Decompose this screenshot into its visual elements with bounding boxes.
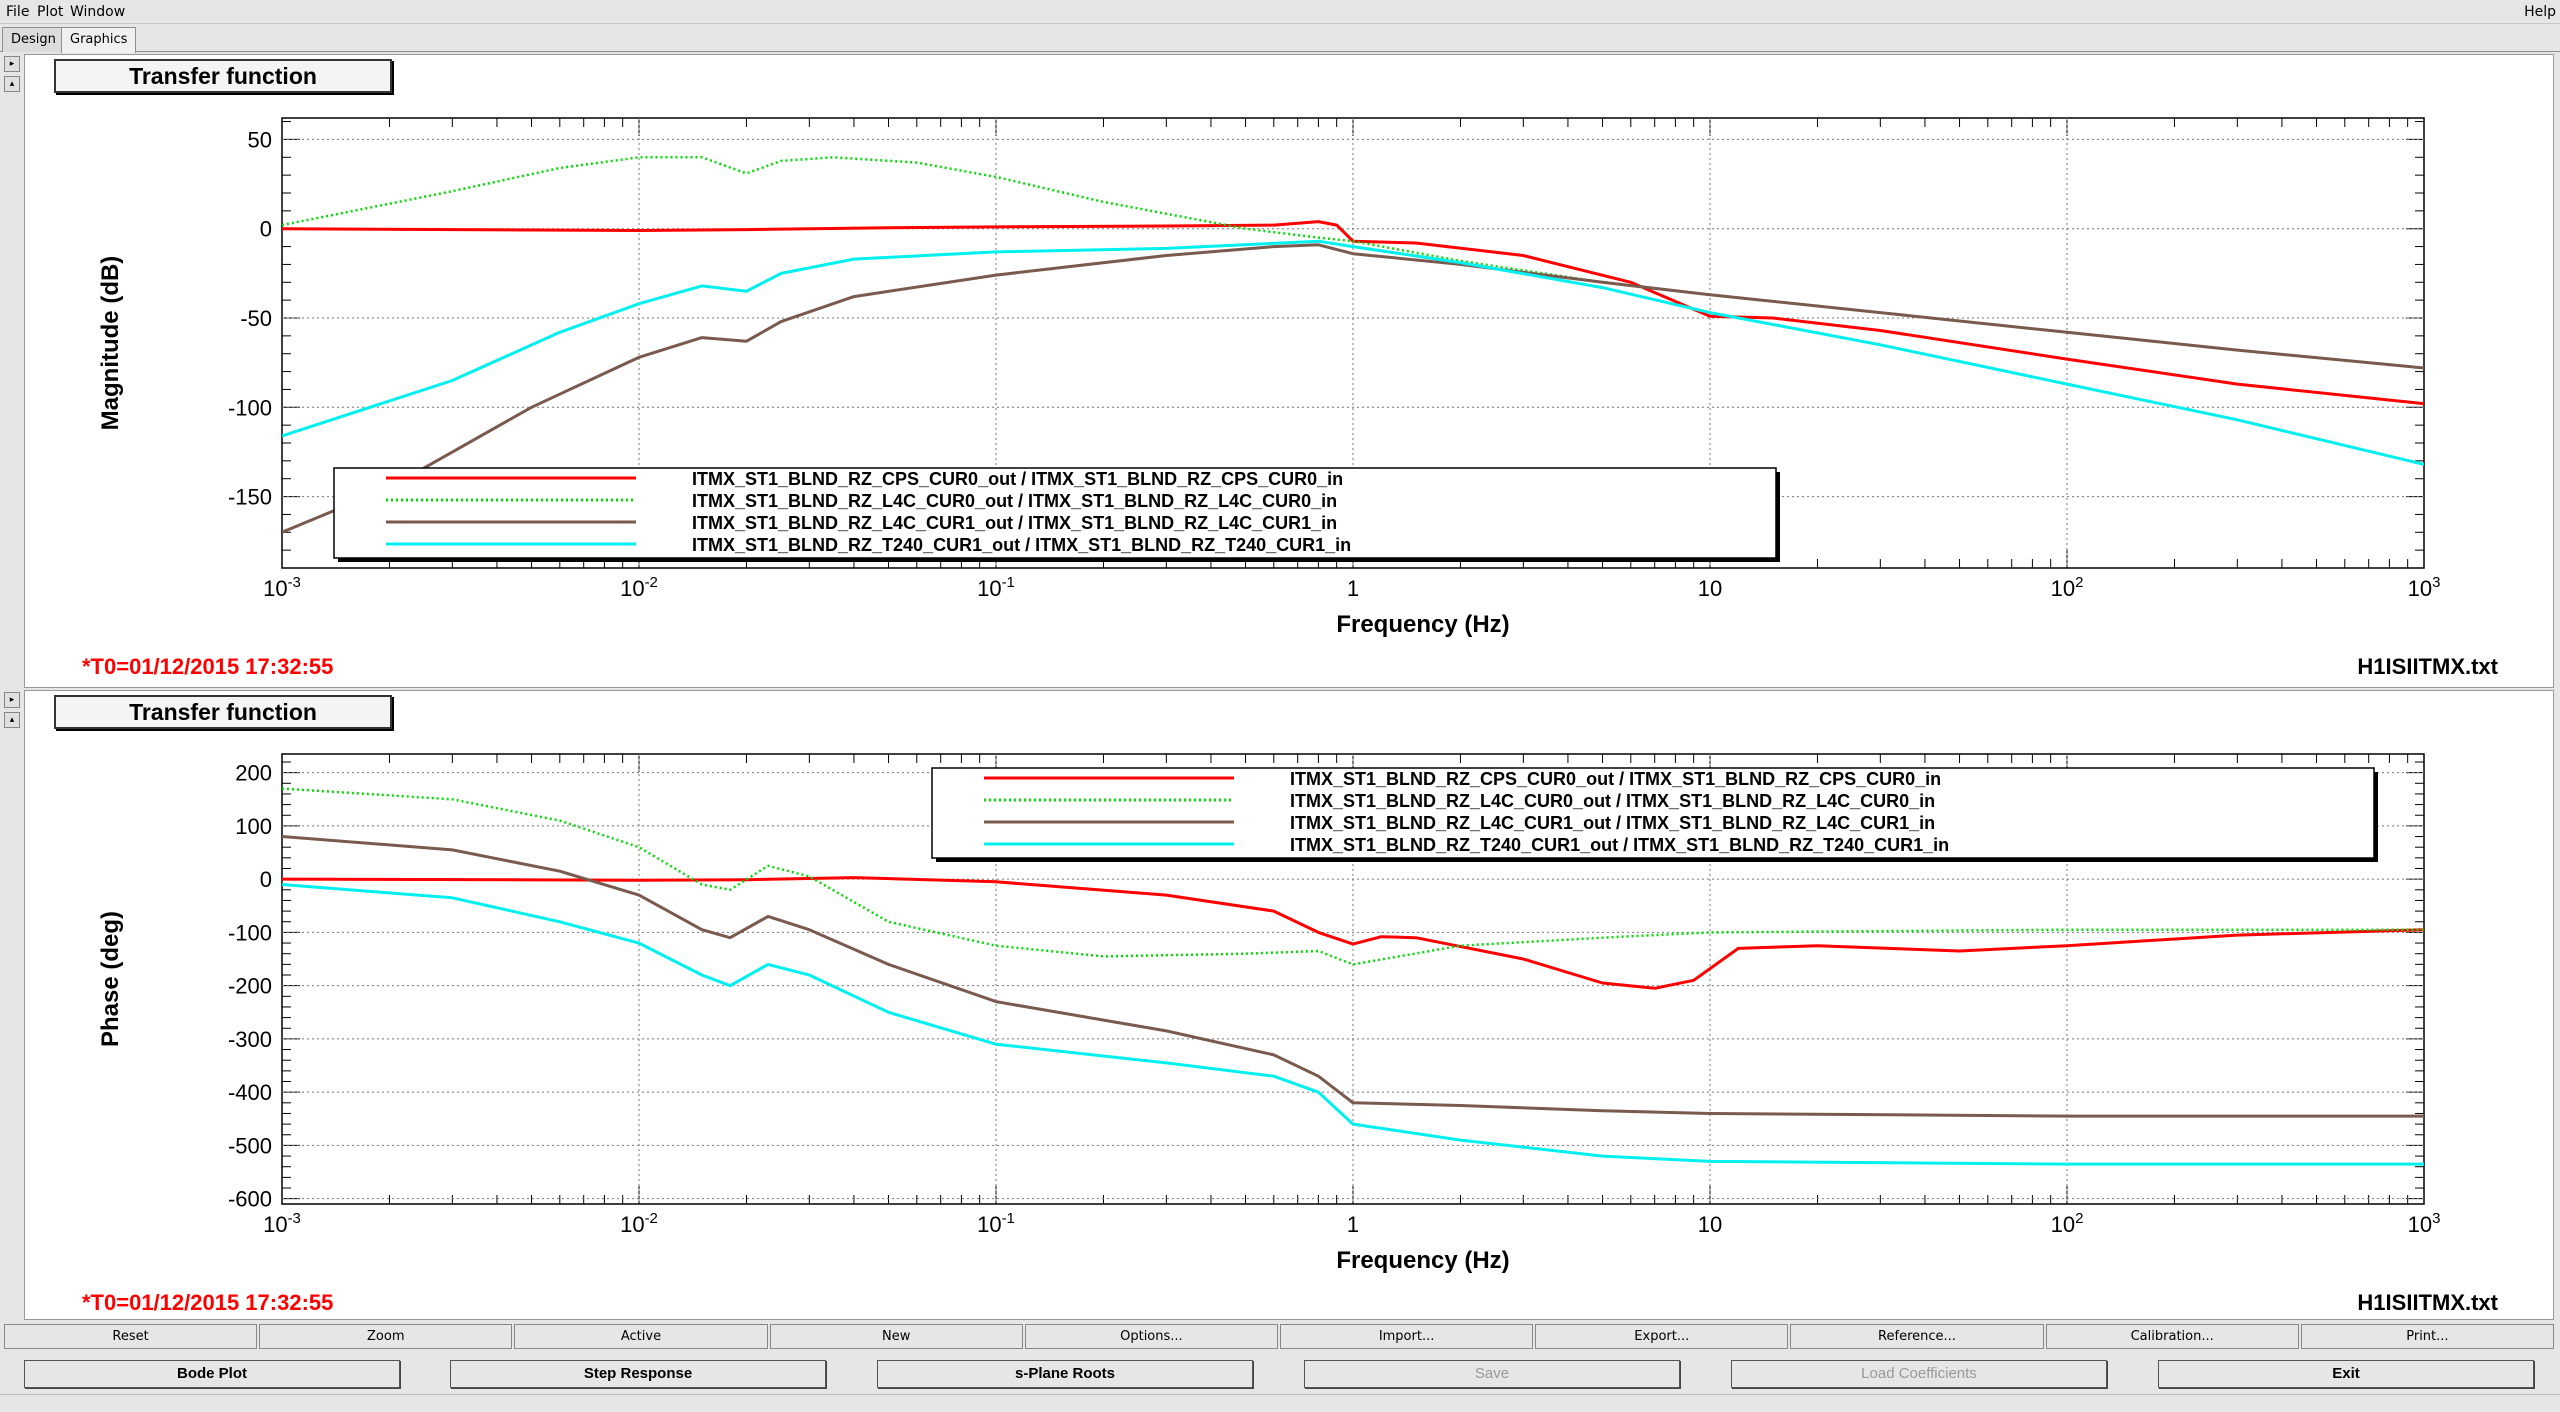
panel1-side-controls: ▸ ▴ [4,56,22,96]
phase-xtick-label: 10 [1698,1212,1722,1237]
load-coefficients-button[interactable]: Load Coefficients [1731,1360,2107,1388]
plots-canvas: 10-3 10-2 10-1 1 10 102 103500-50-100-150Frequ… [97,117,2441,1274]
panel2-filename: H1ISIITMX.txt [2357,1290,2498,1315]
plot-toolbar: Reset Zoom Active New Options... Import... Exp… [0,1322,2560,1350]
phase-xtick-label: 10-3 [263,1210,301,1237]
phase-ytick-label: -600 [228,1187,272,1212]
panel1-timestamp: *T0=01/12/2015 17:32:55 [82,654,334,679]
status-bar [0,1394,2560,1412]
phase-ytick-label: -200 [228,974,272,999]
toolbar-calibration-button[interactable]: Calibration... [2045,1324,2299,1349]
mag-legend-label: ITMX_ST1_BLND_RZ_L4C_CUR0_out / ITMX_ST1… [692,491,1337,511]
mag-chart: 10-3 10-2 10-1 1 10 102 103 50 0 -50 -100 -150 Frequ… [97,117,2441,638]
menu-help[interactable]: Help [2524,4,2556,20]
phase-xtick-label: 10-1 [977,1210,1015,1237]
phase-ytick-label: -300 [228,1027,272,1052]
mag-xtick-label: 10-1 [977,574,1015,601]
mag-legend-label: ITMX_ST1_BLND_RZ_L4C_CUR1_out / ITMX_ST1… [692,513,1337,533]
phase-series-red [282,876,2424,990]
phase-xtick-label: 1 [1347,1212,1359,1237]
tab-bar: Design Graphics [0,24,2560,53]
s-plane-roots-button[interactable]: s-Plane Roots [877,1360,1253,1388]
toolbar-print-button[interactable]: Print... [2300,1324,2554,1349]
action-button-bar: Bode Plot Step Response s-Plane Roots Save L… [0,1356,2560,1392]
toolbar-reset-button[interactable]: Reset [4,1324,258,1349]
phase-legend-label: ITMX_ST1_BLND_RZ_T240_CUR1_out / ITMX_ST… [1290,835,1949,855]
phase-legend-label: ITMX_ST1_BLND_RZ_L4C_CUR1_out / ITMX_ST1… [1290,813,1935,833]
mag-series-brown [282,243,2424,534]
panel2-title: Transfer function [54,695,392,729]
mag-xtick-label: 10-3 [263,574,301,601]
toolbar-reference-button[interactable]: Reference... [1790,1324,2044,1349]
mag-ytick-label: 50 [248,127,272,152]
phase-ytick-label: -100 [228,920,272,945]
mag-series-cyan [282,239,2424,466]
mag-legend-label: ITMX_ST1_BLND_RZ_T240_CUR1_out / ITMX_ST… [692,535,1351,555]
panel1-arrow-right-icon[interactable]: ▸ [4,56,20,72]
toolbar-active-button[interactable]: Active [514,1324,768,1349]
panel2-side-controls: ▸ ▴ [4,692,22,732]
menu-window[interactable]: Window [70,4,126,20]
panel2-arrow-right-icon[interactable]: ▸ [4,692,20,708]
panel2-timestamp: *T0=01/12/2015 17:32:55 [82,1290,334,1315]
phase-ytick-label: 0 [260,867,272,892]
phase-chart: 10-3 10-2 10-1 1 10 102 103 200 100 0 -100 -200 -300… [97,753,2441,1274]
phase-legend [931,767,2375,859]
toolbar-new-button[interactable]: New [769,1324,1023,1349]
mag-xtick-label: 1 [1347,576,1359,601]
phase-series-brown [282,835,2424,1118]
mag-ytick-label: 0 [260,217,272,242]
phase-ytick-label: 100 [235,814,272,839]
tab-graphics[interactable]: Graphics [61,27,137,53]
phase-xtick-label: 10-2 [620,1210,658,1237]
mag-ytick-label: -150 [228,485,272,510]
phase-ytick-label: -500 [228,1133,272,1158]
phase-series-green [282,787,2424,966]
phase-xlabel: Frequency (Hz) [1336,1247,1509,1274]
mag-ylabel: Magnitude (dB) [97,256,124,431]
mag-xtick-label: 10-2 [620,574,658,601]
menu-bar: File Plot Window Help [0,0,2560,24]
phase-legend-label: ITMX_ST1_BLND_RZ_L4C_CUR0_out / ITMX_ST1… [1290,791,1935,811]
exit-button[interactable]: Exit [2158,1360,2534,1388]
phase-ytick-label: -400 [228,1080,272,1105]
menu-plot[interactable]: Plot [37,4,64,20]
phase-series-cyan [282,883,2424,1166]
mag-xtick-label: 10 [1698,576,1722,601]
mag-xtick-label: 103 [2408,574,2441,601]
toolbar-export-button[interactable]: Export... [1535,1324,1789,1349]
toolbar-zoom-button[interactable]: Zoom [259,1324,513,1349]
phase-ytick-label: 200 [235,761,272,786]
toolbar-import-button[interactable]: Import... [1280,1324,1534,1349]
toolbar-options-button[interactable]: Options... [1024,1324,1278,1349]
mag-xlabel: Frequency (Hz) [1336,611,1509,638]
phase-xtick-label: 103 [2408,1210,2441,1237]
phase-xtick-label: 102 [2051,1210,2084,1237]
save-button[interactable]: Save [1304,1360,1680,1388]
mag-ytick-label: -100 [228,395,272,420]
mag-legend-label: ITMX_ST1_BLND_RZ_CPS_CUR0_out / ITMX_ST1… [692,469,1343,489]
phase-legend-label: ITMX_ST1_BLND_RZ_CPS_CUR0_out / ITMX_ST1… [1290,769,1941,789]
panel1-title: Transfer function [54,59,392,93]
menu-file[interactable]: File [6,4,30,20]
mag-xtick-label: 102 [2051,574,2084,601]
step-response-button[interactable]: Step Response [450,1360,826,1388]
phase-ylabel: Phase (deg) [97,911,124,1047]
panel2-arrow-up-icon[interactable]: ▴ [4,712,20,728]
bode-plot-button[interactable]: Bode Plot [24,1360,400,1388]
panel1-filename: H1ISIITMX.txt [2357,654,2498,679]
panel1-arrow-up-icon[interactable]: ▴ [4,76,20,92]
mag-ytick-label: -50 [240,306,272,331]
